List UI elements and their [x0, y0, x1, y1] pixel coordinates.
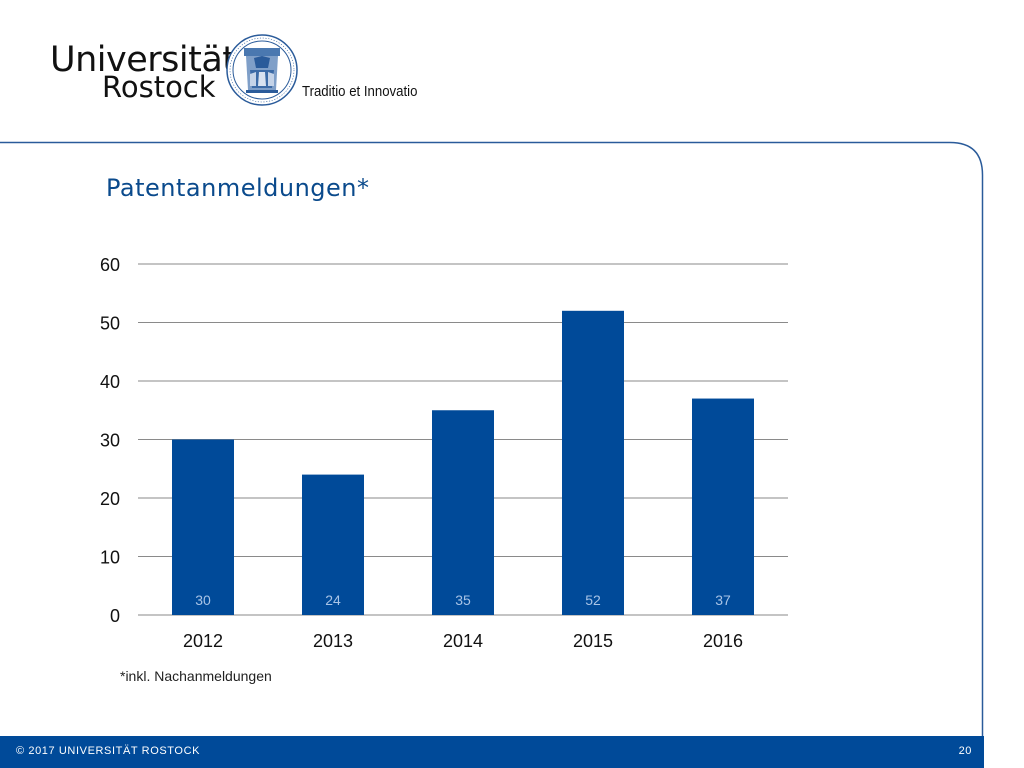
- y-tick-label: 0: [110, 606, 120, 626]
- motto-text: Traditio et Innovatio: [302, 83, 418, 100]
- bar-data-label: 24: [325, 592, 341, 608]
- y-axis-tick-labels: 0 10 20 30 40 50 60: [100, 255, 120, 626]
- bar-2013: [302, 474, 364, 615]
- y-tick-label: 30: [100, 431, 120, 451]
- x-axis-tick-labels: 2012 2013 2014 2015 2016: [183, 631, 743, 651]
- y-tick-label: 10: [100, 548, 120, 568]
- x-tick-label: 2013: [313, 631, 353, 651]
- bar-data-label: 52: [585, 592, 601, 608]
- university-seal-icon: [226, 34, 298, 106]
- bar-2015: [562, 310, 624, 615]
- x-tick-label: 2015: [573, 631, 613, 651]
- x-tick-label: 2016: [703, 631, 743, 651]
- bar-2012: [172, 439, 234, 615]
- slide-header: Universität Rostock Traditio et Innovati…: [0, 0, 1024, 142]
- y-tick-label: 20: [100, 489, 120, 509]
- y-tick-label: 50: [100, 314, 120, 334]
- copyright-text: © 2017 UNIVERSITÄT ROSTOCK: [16, 745, 201, 757]
- page-title: Patentanmeldungen*: [106, 174, 370, 202]
- logo-text-rostock: Rostock: [102, 70, 216, 104]
- bar-data-label: 35: [455, 592, 471, 608]
- bar-2014: [432, 410, 494, 615]
- bar-data-label: 30: [195, 592, 211, 608]
- bar-data-label: 37: [715, 592, 731, 608]
- bar-2016: [692, 398, 754, 615]
- y-tick-label: 40: [100, 372, 120, 392]
- x-tick-label: 2012: [183, 631, 223, 651]
- page-number: 20: [958, 745, 972, 757]
- chart-footnote: *inkl. Nachanmeldungen: [120, 668, 272, 684]
- x-tick-label: 2014: [443, 631, 483, 651]
- chart-bars: 30 24 35 52 37: [172, 310, 754, 615]
- y-tick-label: 60: [100, 255, 120, 275]
- logo-text-universitaet: Universität: [50, 40, 236, 80]
- slide-footer: © 2017 UNIVERSITÄT ROSTOCK 20: [0, 736, 984, 768]
